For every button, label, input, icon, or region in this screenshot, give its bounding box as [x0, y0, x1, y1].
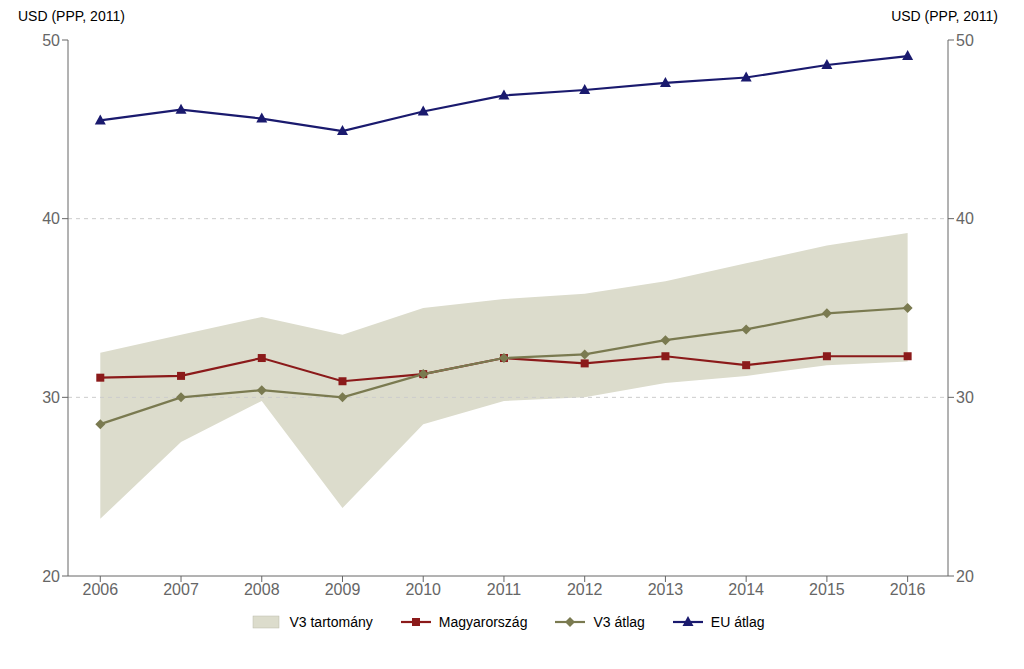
svg-text:2012: 2012 — [567, 581, 603, 598]
html-text:EU átlag: EU átlag — [710, 614, 765, 630]
html-text:V3 tartomány: V3 tartomány — [289, 614, 373, 630]
svg-text:2008: 2008 — [244, 581, 280, 598]
html-text:Magyarország: Magyarország — [438, 614, 528, 630]
svg-text:2007: 2007 — [163, 581, 199, 598]
svg-text:30: 30 — [42, 389, 60, 406]
svg-text:40: 40 — [42, 210, 60, 227]
svg-text:2016: 2016 — [890, 581, 926, 598]
svg-text:2009: 2009 — [325, 581, 361, 598]
html-text:USD (PPP, 2011): USD (PPP, 2011) — [18, 8, 125, 24]
svg-text:30: 30 — [956, 389, 974, 406]
svg-text:20: 20 — [42, 568, 60, 585]
svg-text:2013: 2013 — [648, 581, 684, 598]
svg-text:2006: 2006 — [82, 581, 118, 598]
svg-text:2014: 2014 — [728, 581, 764, 598]
svg-text:40: 40 — [956, 210, 974, 227]
svg-text:2015: 2015 — [809, 581, 845, 598]
svg-text:2010: 2010 — [405, 581, 441, 598]
html-text:V3 átlag: V3 átlag — [593, 614, 645, 630]
svg-text:50: 50 — [42, 32, 60, 49]
svg-text:50: 50 — [956, 32, 974, 49]
svg-text:2011: 2011 — [487, 581, 522, 598]
html-text:USD (PPP, 2011): USD (PPP, 2011) — [891, 8, 998, 24]
svg-text:20: 20 — [956, 568, 974, 585]
